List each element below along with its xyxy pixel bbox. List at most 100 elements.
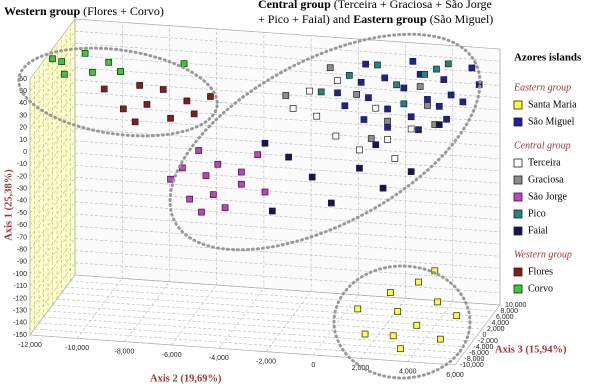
y-tick-label: -50	[17, 210, 27, 217]
grid-line	[56, 298, 483, 330]
point	[393, 81, 400, 89]
point	[384, 105, 391, 113]
point	[261, 188, 269, 196]
grid-line	[74, 238, 501, 269]
point	[334, 89, 341, 97]
point	[435, 102, 443, 110]
western-annotation: Western group (Flores + Corvo)	[4, 4, 164, 18]
point	[381, 74, 389, 82]
point	[357, 78, 365, 86]
y-tick-label: -10	[17, 161, 27, 168]
x-tick-label: -4,000	[209, 355, 229, 362]
point	[254, 151, 262, 159]
y-tick-label: -100	[13, 271, 27, 278]
legend-swatch	[513, 209, 523, 219]
point	[391, 155, 399, 162]
legend: Eastern group Santa Maria São Miguel Centra…	[513, 82, 577, 294]
point	[372, 104, 380, 112]
annotation: (Flores + Corvo)	[80, 4, 164, 18]
grid-line	[29, 55, 76, 116]
grid-line	[407, 301, 454, 362]
z-axis-title: Axis 3 (15,94%)	[495, 344, 567, 355]
point	[434, 298, 441, 306]
grid-line	[38, 322, 465, 354]
point	[100, 85, 108, 93]
annotation: (São Miguel)	[427, 12, 494, 26]
point	[379, 184, 387, 192]
point	[198, 208, 205, 216]
point	[89, 68, 96, 76]
eastern-outline	[332, 264, 472, 380]
x-tick-label: -8,000	[115, 349, 135, 356]
point	[413, 321, 421, 329]
grid-line	[29, 140, 76, 202]
point	[453, 312, 461, 320]
legend-swatch	[513, 158, 523, 168]
legend-label: São Jorge	[528, 191, 568, 202]
point	[361, 330, 369, 338]
point	[282, 92, 290, 99]
y-tick-label: -60	[17, 222, 27, 229]
z-tick-label: -6,000	[469, 350, 489, 357]
legend-label: Santa Maria	[528, 99, 577, 110]
grid-line	[74, 262, 501, 294]
grid-line	[65, 286, 492, 318]
grid-line	[74, 116, 501, 147]
point	[186, 195, 194, 203]
point	[105, 58, 113, 66]
y-tick-label: -110	[14, 283, 28, 290]
central-outline	[168, 32, 482, 252]
legend-label: São Miguel	[528, 116, 575, 127]
point	[209, 191, 217, 199]
central-annotation: Central group (Terceira + Graciosa + São…	[258, 0, 492, 11]
point	[183, 97, 191, 105]
grid-line	[74, 225, 501, 257]
point	[167, 114, 174, 122]
y-tick-label: 0	[23, 149, 27, 156]
point	[384, 136, 391, 143]
legend-group: Central group	[514, 140, 571, 151]
point	[424, 96, 431, 103]
y-tick-label: 20	[19, 125, 27, 132]
annotation-bold: Eastern group	[353, 12, 427, 26]
z-tick-label: 2,000	[487, 326, 505, 333]
grid-line	[47, 310, 474, 342]
point	[400, 100, 408, 108]
point	[313, 112, 321, 120]
grid-line	[70, 280, 496, 312]
annotation-bold: Central group	[258, 0, 331, 11]
point	[159, 86, 167, 93]
point	[435, 121, 443, 128]
grid-line	[29, 250, 76, 311]
grid-line	[29, 116, 76, 177]
point	[444, 60, 452, 68]
legend-swatch	[513, 192, 523, 202]
y-tick-label: -90	[17, 259, 27, 266]
point	[440, 76, 448, 83]
annotation-bold: Western group	[4, 4, 80, 18]
legend-label: Flores	[528, 266, 553, 277]
z-tick-label: 4,000	[492, 320, 510, 327]
point	[49, 55, 56, 63]
point	[334, 77, 341, 84]
point	[202, 172, 210, 179]
x-axis-title: Axis 2 (19,69%)	[150, 373, 222, 384]
point	[81, 49, 89, 57]
point	[437, 335, 444, 343]
legend-swatch	[513, 284, 523, 294]
grid-line	[74, 91, 501, 123]
point	[214, 160, 222, 168]
grid-line	[74, 177, 501, 208]
point	[468, 64, 476, 72]
y-axis-title: Axis 1 (25,38%)	[3, 169, 14, 241]
grid-line	[74, 140, 501, 172]
point	[421, 71, 429, 78]
annotation: (Terceira + Graciosa + São Jorge	[331, 0, 492, 11]
grid-line	[29, 334, 456, 366]
y-tick-label: 30	[19, 112, 27, 119]
point	[221, 204, 229, 212]
y-tick-label: 50	[19, 88, 27, 95]
point	[207, 93, 214, 100]
point	[195, 147, 203, 154]
